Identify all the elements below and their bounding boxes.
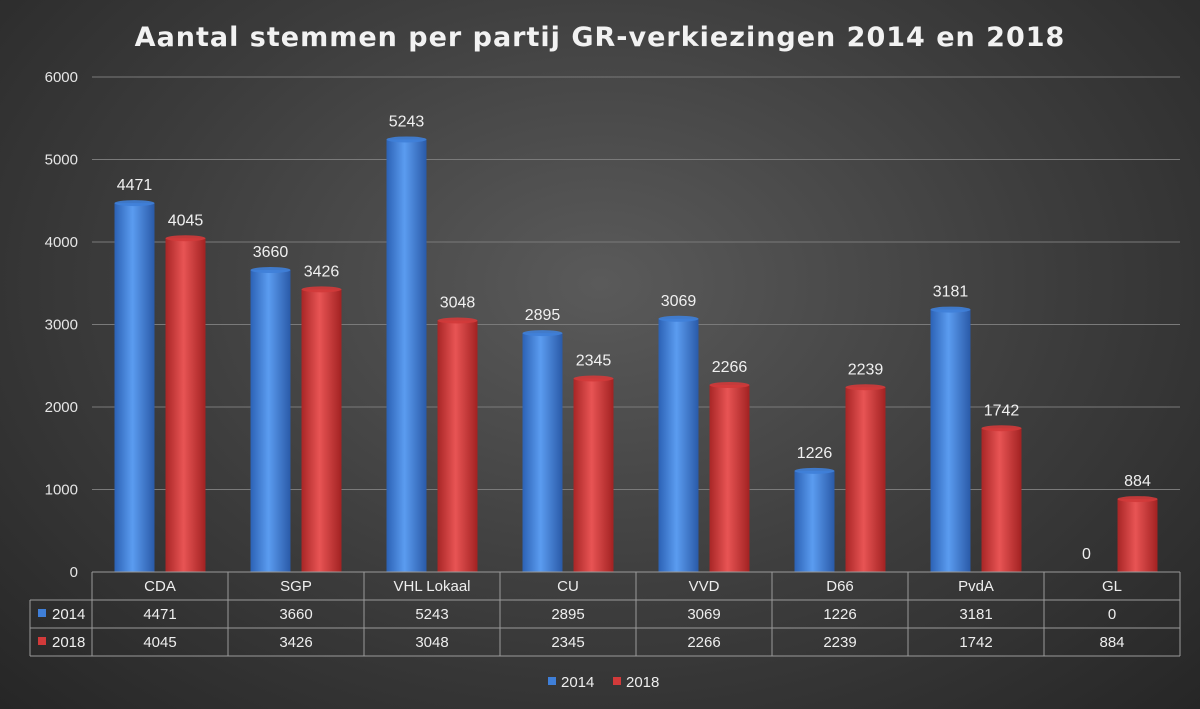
data-label: 3048 — [440, 295, 476, 312]
table-cell: 4471 — [143, 606, 176, 623]
bar-2014-cda — [114, 203, 155, 572]
x-category-label: PvdA — [958, 578, 994, 595]
table-cell: 3048 — [415, 634, 448, 651]
data-label: 3660 — [253, 244, 289, 261]
bar-cap — [709, 382, 750, 389]
x-category-label: CU — [557, 578, 579, 595]
table-cell: 2345 — [551, 634, 584, 651]
table-legend-swatch — [38, 637, 46, 645]
x-category-label: D66 — [826, 578, 854, 595]
bar-cap — [114, 200, 155, 207]
y-axis-ticks: 0 1000 2000 3000 4000 5000 6000 — [45, 69, 78, 581]
data-label: 3181 — [933, 284, 969, 301]
x-category-label: SGP — [280, 578, 312, 595]
legend-swatch — [548, 677, 556, 685]
bar-cap — [386, 136, 427, 143]
bar-cap — [301, 286, 342, 293]
table-cell: 3181 — [959, 606, 992, 623]
bar-2014-vvd — [658, 318, 699, 572]
data-label: 2895 — [525, 307, 561, 324]
table-cell: 1226 — [823, 606, 856, 623]
bar-2018-pvda — [981, 428, 1022, 572]
table-cell: 2895 — [551, 606, 584, 623]
table-cell: 2266 — [687, 634, 720, 651]
table-cell: 3426 — [279, 634, 312, 651]
data-label: 2266 — [712, 359, 748, 376]
bar-cap — [165, 235, 206, 242]
bar-2018-vvd — [709, 385, 750, 572]
bar-cap — [794, 467, 835, 474]
legend-label: 2014 — [561, 674, 594, 691]
data-label: 884 — [1124, 473, 1151, 490]
bar-cap — [930, 306, 971, 313]
y-tick-label: 3000 — [45, 317, 78, 334]
bar-2014-sgp — [250, 270, 291, 572]
bar-2014-pvda — [930, 309, 971, 572]
bar-cap — [522, 330, 563, 337]
data-label: 5243 — [389, 113, 425, 130]
bar-2018-d66 — [845, 387, 886, 572]
bar-2018-sgp — [301, 289, 342, 572]
bar-2014-d66 — [794, 470, 835, 572]
bar-cap — [1117, 496, 1158, 503]
data-label: 1742 — [984, 402, 1020, 419]
data-label: 3069 — [661, 293, 697, 310]
table-cell: 0 — [1108, 606, 1116, 623]
table-cell: 3660 — [279, 606, 312, 623]
bar-cap — [658, 315, 699, 322]
table-cell: 2239 — [823, 634, 856, 651]
bar-cap — [573, 375, 614, 382]
table-cell: 884 — [1099, 634, 1124, 651]
table-series-name: 2018 — [52, 634, 85, 651]
x-category-label: VHL Lokaal — [394, 578, 471, 595]
x-category-label: GL — [1102, 578, 1122, 595]
legend: 2014 2018 — [548, 674, 659, 691]
y-tick-label: 2000 — [45, 399, 78, 416]
chart-title: Aantal stemmen per partij GR-verkiezinge… — [135, 22, 1066, 53]
bar-cap — [250, 267, 291, 274]
table-cell: 5243 — [415, 606, 448, 623]
bar-2014-cu — [522, 333, 563, 572]
data-label: 2239 — [848, 361, 884, 378]
table-series-name: 2014 — [52, 606, 85, 623]
bar-cap — [437, 317, 478, 324]
table-legend-swatch — [38, 609, 46, 617]
legend-label: 2018 — [626, 674, 659, 691]
y-tick-label: 0 — [70, 564, 78, 581]
bar-2018-cu — [573, 378, 614, 572]
data-label: 2345 — [576, 353, 612, 370]
data-label: 3426 — [304, 263, 340, 280]
y-tick-label: 1000 — [45, 482, 78, 499]
bar-cap — [981, 425, 1022, 432]
data-label: 1226 — [797, 445, 833, 462]
x-category-label: VVD — [689, 578, 720, 595]
data-table: CDA 4471 4045 SGP 3660 3426 VHL Lokaal 5243 3048… — [29, 571, 1181, 657]
legend-swatch — [613, 677, 621, 685]
table-cell: 1742 — [959, 634, 992, 651]
table-cell: 3069 — [687, 606, 720, 623]
bar-cap — [845, 384, 886, 391]
bar-2014-vhl-lokaal — [386, 139, 427, 572]
data-label: 4045 — [168, 212, 204, 229]
bar-2018-gl — [1117, 499, 1158, 572]
y-tick-label: 4000 — [45, 234, 78, 251]
y-tick-label: 5000 — [45, 152, 78, 169]
bar-2018-vhl-lokaal — [437, 320, 478, 572]
y-tick-label: 6000 — [45, 69, 78, 86]
bar-2018-cda — [165, 238, 206, 572]
data-label: 0 — [1082, 546, 1091, 563]
x-category-label: CDA — [144, 578, 176, 595]
bars: 4471 4045 3660 3426 5243 3048 2895 2345 3069 2266… — [114, 113, 1158, 572]
data-label: 4471 — [117, 177, 153, 194]
table-cell: 4045 — [143, 634, 176, 651]
